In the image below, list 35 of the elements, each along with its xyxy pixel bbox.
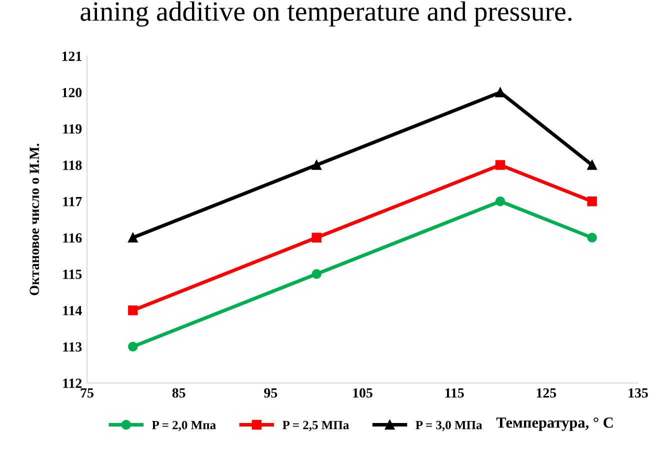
point	[495, 196, 506, 206]
y-tick-label: 116	[63, 233, 82, 243]
legend-label: P = 2,0 Мпа	[152, 420, 216, 432]
x-tick-label: 115	[445, 388, 464, 398]
y-tick-label: 112	[63, 378, 82, 388]
x-tick-label: 125	[536, 388, 556, 398]
x-tick-label: 95	[264, 388, 278, 398]
text: aining additive on temperature and pressure.	[80, 1, 572, 27]
point	[587, 232, 597, 243]
y-tick-label: 114	[63, 306, 82, 316]
y-tick-label: 118	[63, 160, 82, 170]
point	[495, 87, 506, 98]
y-tick-label: 113	[63, 342, 82, 352]
point	[128, 232, 138, 243]
legend-label: P = 3,0 МПа	[416, 420, 482, 432]
point	[312, 232, 322, 243]
point	[587, 160, 597, 170]
point	[587, 196, 597, 206]
point	[312, 160, 322, 170]
y-axis-title: Октановое число о И.М.	[30, 144, 40, 296]
x-tick-label: 85	[172, 388, 186, 398]
point	[312, 269, 322, 279]
y-tick-label: 120	[62, 88, 82, 98]
y-tick-label: 121	[62, 52, 82, 61]
legend-label: P = 2,5 МПа	[282, 420, 349, 432]
x-tick-label: 75	[80, 388, 94, 398]
x-tick-label: 135	[628, 388, 648, 398]
point	[495, 160, 506, 170]
y-tick-label: 119	[63, 124, 82, 134]
y-tick-label: 117	[63, 196, 82, 206]
x-axis-title: Температура, ° С	[496, 417, 613, 431]
x-tick-label: 105	[353, 388, 372, 398]
point	[128, 305, 138, 316]
point	[128, 342, 138, 352]
y-tick-label: 115	[63, 270, 82, 279]
